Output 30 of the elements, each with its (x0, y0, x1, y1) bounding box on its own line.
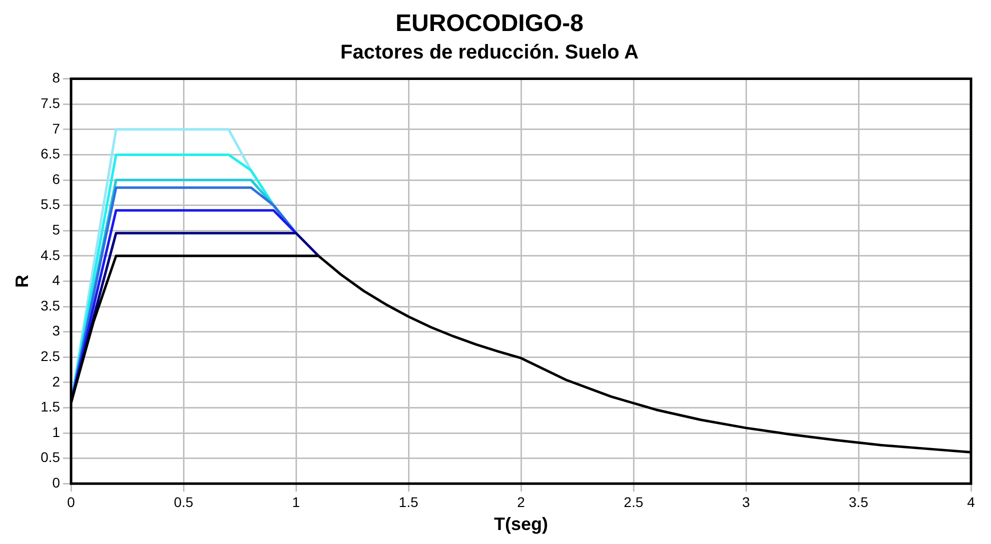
y-tick-label: 7.5 (40, 94, 60, 111)
y-tick-label: 8 (52, 70, 60, 86)
x-tick-label: 3.5 (848, 494, 868, 510)
y-tick-label: 4.5 (40, 246, 60, 263)
y-tick-label: 6 (52, 170, 60, 187)
y-tick-label: 2 (52, 373, 60, 390)
chart-subtitle: Factores de reducción. Suelo A (340, 41, 639, 64)
y-tick-label: 3 (52, 322, 60, 339)
x-tick-label: 2.5 (624, 494, 644, 510)
y-tick-label: 6.5 (40, 146, 60, 162)
x-tick-label: 4 (967, 494, 976, 510)
y-tick-label: 5 (52, 221, 60, 238)
y-tick-label: 7 (52, 120, 60, 136)
x-tick-label: 2 (517, 494, 526, 510)
y-tick-label: 3.5 (40, 297, 60, 314)
x-tick-label: 0 (67, 494, 76, 510)
chart-title: EUROCODIGO-8 (395, 10, 584, 38)
x-tick-label: 1 (292, 494, 300, 510)
y-tick-label: 1 (52, 424, 60, 440)
x-tick-label: 0.5 (174, 494, 194, 510)
y-tick-label: 2.5 (40, 348, 60, 364)
y-axis-title: R (12, 274, 32, 288)
y-tick-label: 0.5 (40, 449, 60, 466)
y-tick-label: 5.5 (40, 196, 60, 212)
x-tick-label: 3 (742, 494, 750, 510)
y-tick-label: 0 (52, 474, 60, 490)
x-axis-title: T(seg) (494, 514, 548, 534)
x-tick-label: 1.5 (398, 494, 418, 510)
y-tick-label: 1.5 (40, 398, 60, 415)
y-tick-label: 4 (52, 272, 60, 288)
